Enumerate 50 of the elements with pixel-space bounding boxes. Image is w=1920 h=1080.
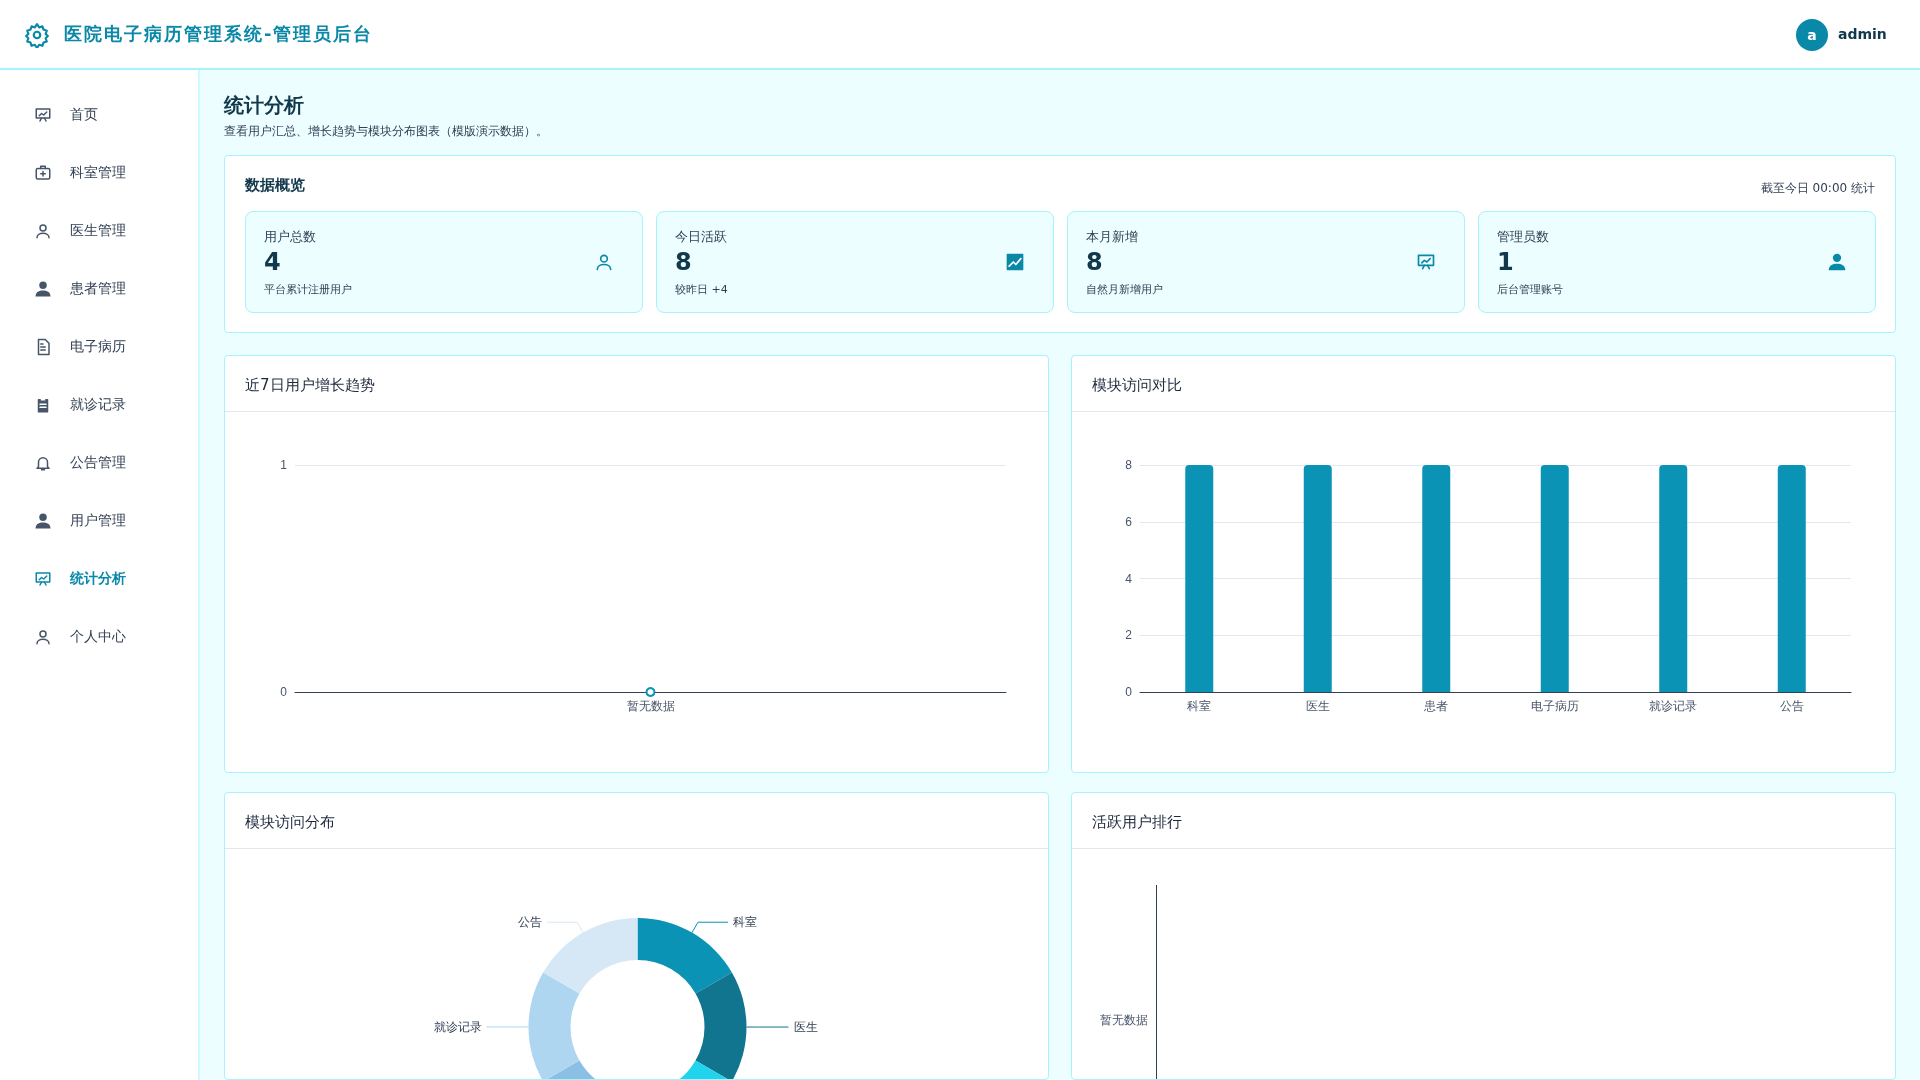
x-tick-label: 科室 <box>1187 699 1212 713</box>
text: 统计分析 <box>70 570 126 588</box>
x-tick-label: 暂无数据 <box>626 699 675 713</box>
text: 1 <box>1497 248 1514 276</box>
y-tick-label: 0 <box>280 685 288 699</box>
text: 电子病历 <box>70 338 126 356</box>
x-tick-label: 患者 <box>1423 699 1449 713</box>
x-tick-label: 医生 <box>1305 699 1330 713</box>
text: 患者管理 <box>70 280 126 298</box>
y-tick-label: 4 <box>1125 571 1133 586</box>
y-tick-label: 8 <box>1125 458 1133 472</box>
text: 自然月新增用户 <box>1086 282 1163 297</box>
text: 本月新增 <box>1086 228 1138 246</box>
y-tick-label: 6 <box>1125 514 1133 529</box>
slice-label: 医生 <box>793 1020 818 1035</box>
text: 首页 <box>70 106 98 124</box>
text: 统计分析 <box>224 92 304 119</box>
text: 管理员数 <box>1497 228 1549 246</box>
text: 数据概览 <box>245 176 305 195</box>
x-tick-label: 就诊记录 <box>1649 699 1698 713</box>
text: 公告管理 <box>70 454 126 472</box>
x-tick-label: 电子病历 <box>1530 699 1579 713</box>
slice-label: 科室 <box>733 915 758 930</box>
text: 用户管理 <box>70 512 126 530</box>
text: 用户总数 <box>264 228 316 246</box>
x-tick-label: 公告 <box>1779 699 1804 713</box>
text: 截至今日 00:00 统计 <box>1760 180 1875 197</box>
text: 今日活跃 <box>675 228 727 246</box>
text: 科室管理 <box>70 164 126 182</box>
text: 个人中心 <box>70 628 126 646</box>
text: 8 <box>1086 248 1103 276</box>
y-tick-label: 0 <box>1125 685 1133 699</box>
text: admin <box>1838 26 1887 42</box>
text: 平台累计注册用户 <box>264 282 352 297</box>
slice-label: 就诊记录 <box>433 1019 482 1034</box>
text: 查看用户汇总、增长趋势与模块分布图表（模版演示数据）。 <box>224 123 548 140</box>
text: 暂无数据 <box>1100 1012 1148 1029</box>
text: 医生管理 <box>70 222 126 240</box>
y-tick-label: 2 <box>1125 628 1133 643</box>
text: 较昨日 +4 <box>675 282 728 297</box>
text: 8 <box>675 248 692 276</box>
text: 医院电子病历管理系统-管理员后台 <box>64 22 374 46</box>
text: a <box>1796 19 1828 51</box>
text: 后台管理账号 <box>1497 282 1563 297</box>
text: 就诊记录 <box>70 396 126 414</box>
text: 活跃用户排行 <box>1072 793 1895 849</box>
slice-label: 公告 <box>518 915 543 930</box>
chart-title: 模块访问对比 <box>1072 356 1895 412</box>
text: 模块访问分布 <box>225 793 1048 849</box>
chart-title: 近7日用户增长趋势 <box>225 356 1048 412</box>
